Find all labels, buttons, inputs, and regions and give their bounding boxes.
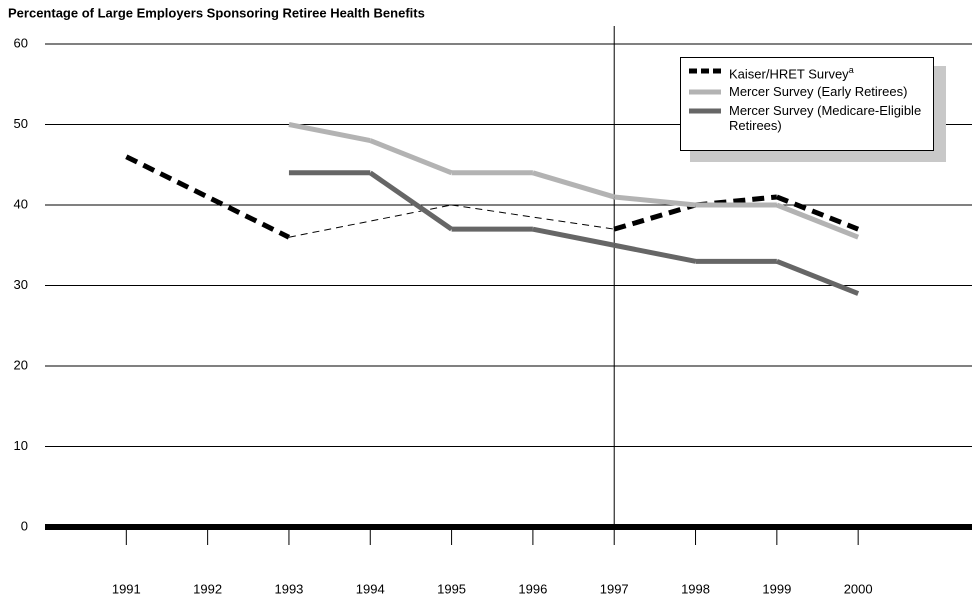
legend-label: Mercer Survey (Medicare-Eligible Retiree… — [729, 103, 927, 133]
line-segment — [695, 194, 778, 208]
legend-swatch — [689, 68, 721, 74]
y-tick-label: 50 — [14, 116, 28, 131]
legend-label: Mercer Survey (Early Retirees) — [729, 84, 927, 99]
y-tick-label: 60 — [14, 35, 28, 50]
line-segment — [451, 204, 615, 230]
legend-name: Kaiser/HRET Survey — [729, 66, 849, 82]
line-segment — [775, 194, 860, 232]
y-tick-label: 40 — [14, 196, 28, 211]
x-tick-label: 1994 — [356, 581, 385, 596]
line-segment — [613, 202, 697, 232]
legend-swatch — [689, 108, 721, 114]
legend-entry: Mercer Survey (Early Retirees) — [687, 84, 927, 100]
line-segment — [532, 170, 615, 200]
x-tick-label: 1992 — [193, 581, 222, 596]
y-tick-label: 10 — [14, 438, 28, 453]
x-tick-label: 1998 — [681, 581, 710, 596]
line-segment — [125, 154, 291, 240]
line-segment — [613, 194, 696, 208]
legend-label: Kaiser/HRET Surveya — [729, 63, 927, 81]
legend-entry: Kaiser/HRET Surveya — [687, 63, 927, 81]
line-segment — [368, 170, 454, 232]
legend-name: Mercer Survey (Early Retirees) — [729, 84, 908, 100]
legend-swatch — [689, 89, 721, 95]
x-tick-label: 1996 — [518, 581, 547, 596]
legend: Kaiser/HRET Surveya Mercer Survey (Early … — [680, 57, 934, 151]
legend-entry: Mercer Survey (Medicare-Eligible Retiree… — [687, 103, 927, 133]
note-marker: a — [848, 65, 854, 75]
line-segment — [775, 202, 860, 240]
line-segment — [613, 242, 697, 264]
legend-name: Mercer Survey (Medicare-Eligible Retiree… — [729, 103, 922, 134]
x-tick-label: 2000 — [844, 581, 873, 596]
x-tick-label: 1999 — [762, 581, 791, 596]
x-tick-label: 1991 — [112, 581, 141, 596]
chart-title: Percentage of Large Employers Sponsoring… — [8, 5, 425, 20]
line-segment — [369, 138, 453, 176]
x-tick-label: 1995 — [437, 581, 466, 596]
y-tick-label: 20 — [14, 357, 28, 372]
line-segment — [288, 122, 371, 144]
y-tick-label: 30 — [14, 277, 28, 292]
x-tick-label: 1993 — [274, 581, 303, 596]
x-tick-label: 1997 — [600, 581, 629, 596]
line-segment — [775, 259, 860, 296]
line-segment — [532, 226, 615, 248]
y-tick-label: 0 — [21, 518, 28, 533]
